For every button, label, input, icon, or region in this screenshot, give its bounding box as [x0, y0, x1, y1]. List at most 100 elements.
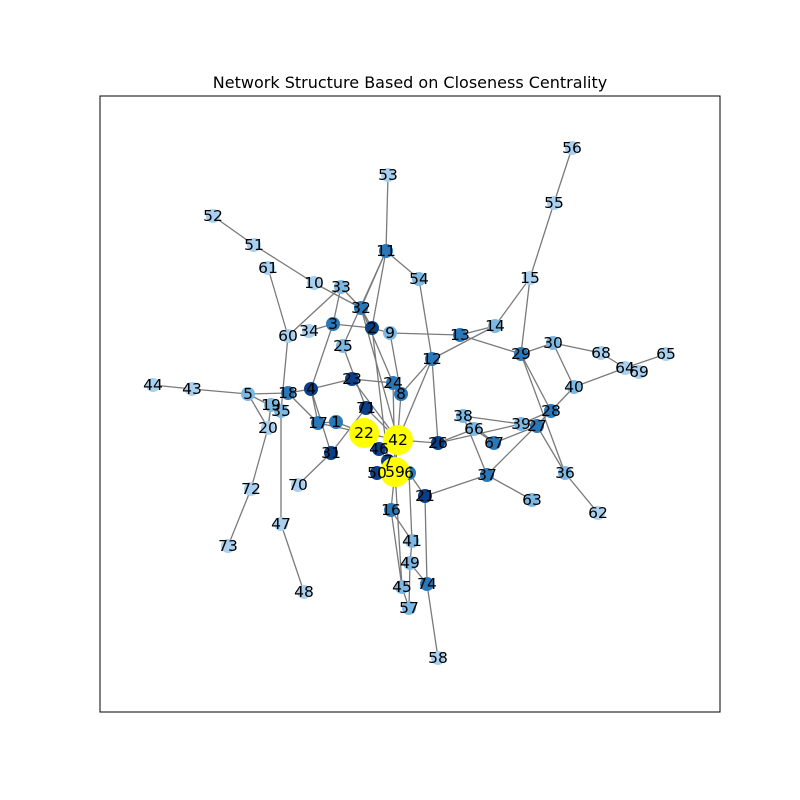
node-label-20: 20	[258, 419, 278, 437]
node-label-57: 57	[399, 599, 419, 617]
node-56	[565, 141, 579, 155]
node-44	[146, 378, 160, 392]
edge-21-74	[424, 495, 428, 585]
node-70	[291, 478, 305, 492]
node-label-44: 44	[143, 376, 163, 394]
edge-43-5	[191, 388, 249, 395]
edge-31-70	[297, 452, 332, 486]
node-9	[383, 326, 397, 340]
edge-26-39	[437, 423, 522, 444]
node-34	[302, 324, 316, 338]
node-63	[525, 493, 539, 507]
edge-3-4	[310, 323, 334, 390]
edge-15-29	[520, 277, 531, 355]
node-label-39: 39	[511, 415, 531, 433]
node-label-36: 36	[555, 464, 575, 482]
node-label-45: 45	[392, 578, 412, 596]
node-62	[591, 506, 605, 520]
node-label-28: 28	[541, 402, 561, 420]
edge-30-68	[552, 342, 602, 354]
node-61	[261, 261, 275, 275]
edge-16-45	[390, 509, 403, 588]
edge-27-36	[536, 425, 566, 474]
node-label-40: 40	[564, 378, 584, 396]
node-label-73: 73	[218, 537, 238, 555]
node-label-35: 35	[271, 402, 291, 420]
edge-71-31	[330, 407, 367, 454]
node-59	[380, 457, 410, 487]
edge-36-62	[564, 472, 599, 514]
node-42	[383, 425, 413, 455]
edge-37-38	[462, 415, 488, 476]
node-25	[336, 339, 350, 353]
plot-frame	[99, 95, 721, 713]
node-label-41: 41	[402, 532, 422, 550]
edge-59-45	[394, 471, 403, 588]
node-35	[274, 404, 288, 418]
edge-61-60	[267, 267, 289, 337]
edge-60-33	[287, 286, 342, 337]
edge-37-21	[424, 474, 488, 497]
node-3	[326, 317, 340, 331]
node-label-42: 42	[388, 431, 408, 449]
edge-13-29	[459, 334, 522, 355]
node-40	[567, 380, 581, 394]
node-label-58: 58	[428, 649, 448, 667]
node-label-6: 6	[404, 464, 414, 482]
node-label-26: 26	[428, 434, 448, 452]
node-label-54: 54	[409, 270, 429, 288]
node-47	[274, 517, 288, 531]
node-27	[530, 419, 544, 433]
edge-23-4	[310, 378, 353, 390]
node-label-67: 67	[484, 434, 504, 452]
node-32	[354, 301, 368, 315]
node-label-5: 5	[243, 385, 253, 403]
node-label-13: 13	[450, 326, 470, 344]
node-10	[307, 276, 321, 290]
node-57	[402, 601, 416, 615]
edge-15-55	[529, 202, 555, 279]
node-11	[379, 244, 393, 258]
node-label-25: 25	[333, 337, 353, 355]
node-label-29: 29	[511, 345, 531, 363]
node-label-21: 21	[415, 487, 435, 505]
node-label-34: 34	[299, 322, 319, 340]
node-5	[241, 387, 255, 401]
node-label-56: 56	[562, 139, 582, 157]
node-label-70: 70	[288, 476, 308, 494]
node-label-11: 11	[376, 242, 396, 260]
edge-49-57	[408, 562, 411, 609]
edge-14-15	[494, 277, 531, 327]
edge-11-2	[371, 250, 387, 329]
node-label-46: 46	[369, 440, 389, 458]
node-73	[221, 539, 235, 553]
node-21	[418, 489, 432, 503]
node-label-59: 59	[385, 463, 405, 481]
node-label-27: 27	[527, 417, 547, 435]
node-48	[297, 585, 311, 599]
node-label-43: 43	[182, 380, 202, 398]
node-label-53: 53	[378, 166, 398, 184]
edge-32-24	[360, 307, 394, 384]
node-65	[659, 347, 673, 361]
edge-53-11	[385, 174, 389, 252]
node-label-37: 37	[477, 466, 497, 484]
chart-title: Network Structure Based on Closeness Cen…	[213, 73, 607, 92]
edge-67-27	[493, 425, 538, 444]
node-60	[281, 329, 295, 343]
node-43	[185, 382, 199, 396]
node-label-18: 18	[278, 384, 298, 402]
edge-9-13	[389, 332, 461, 336]
node-58	[431, 651, 445, 665]
edge-55-56	[553, 147, 573, 204]
node-4	[304, 382, 318, 396]
node-label-72: 72	[241, 480, 261, 498]
node-52	[206, 209, 220, 223]
node-label-10: 10	[304, 274, 324, 292]
node-39	[514, 417, 528, 431]
node-49	[403, 556, 417, 570]
edge-20-72	[250, 427, 269, 490]
node-2	[365, 321, 379, 335]
node-label-24: 24	[383, 374, 403, 392]
node-33	[334, 280, 348, 294]
